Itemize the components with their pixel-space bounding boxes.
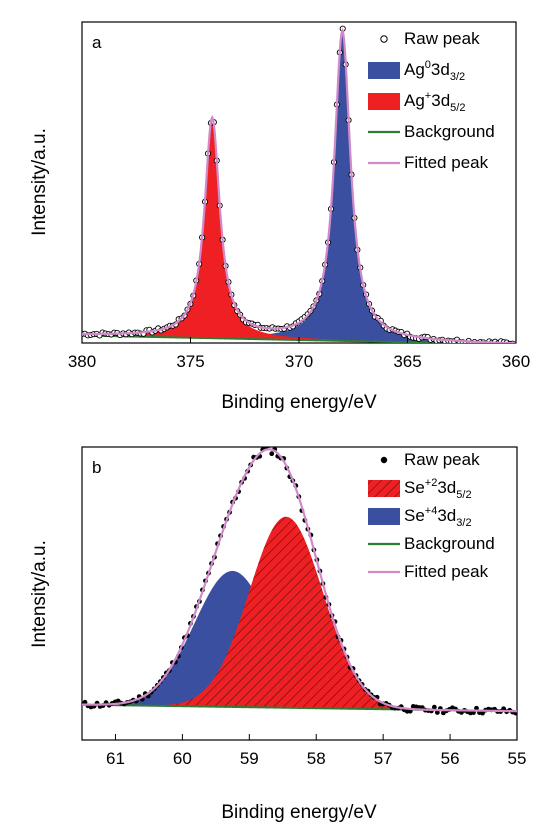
- legend-symbol: [380, 456, 388, 464]
- x-tick-label: 57: [374, 749, 393, 768]
- legend-entry: Se+43d3/2: [368, 505, 472, 529]
- x-tick-label: 56: [441, 749, 460, 768]
- x-tick-label: 61: [106, 749, 125, 768]
- plot-area-a: [82, 25, 516, 343]
- legend-entry: Background: [368, 534, 495, 553]
- plot-area-b: [82, 447, 517, 716]
- x-axis-b: 61 60 59 58 57 56 55: [106, 734, 526, 768]
- legend-label: Background: [404, 122, 495, 141]
- legend-label: Fitted peak: [404, 153, 489, 172]
- panel-b: 61 60 59 58 57 56 55 b Binding energy/eV Inten…: [29, 446, 526, 823]
- peak-area-b-1: [82, 516, 517, 712]
- raw-point: [266, 447, 271, 448]
- legend-label: Background: [404, 534, 495, 553]
- legend-label: Se+43d3/2: [404, 505, 472, 529]
- legend-entry: Ag03d3/2: [368, 59, 465, 83]
- y-axis-label-a: Intensity/a.u.: [29, 128, 50, 236]
- x-tick-label: 60: [173, 749, 192, 768]
- legend-label: Fitted peak: [404, 562, 489, 581]
- legend-swatch: [368, 62, 400, 79]
- legend-symbol: [380, 35, 388, 43]
- x-tick-label: 370: [285, 352, 313, 371]
- y-axis-label-b: Intensity/a.u.: [29, 540, 50, 648]
- x-tick-label: 59: [240, 749, 259, 768]
- panel-a: 380 375 370 365 360 a Binding energy/eV Inte…: [29, 21, 530, 413]
- panel-label-b: b: [92, 458, 101, 477]
- raw-point: [434, 710, 440, 715]
- x-axis-a: 380 375 370 365 360: [68, 337, 530, 371]
- raw-point: [82, 699, 88, 705]
- raw-point: [509, 340, 516, 343]
- legend-b: Raw peak Se+23d5/2 Se+43d3/2 Background Fitt…: [368, 450, 495, 581]
- panel-label-a: a: [92, 33, 102, 52]
- legend-entry: Background: [368, 122, 495, 141]
- legend-swatch: [368, 508, 400, 525]
- x-tick-label: 55: [508, 749, 527, 768]
- legend-entry: Raw peak: [380, 29, 480, 48]
- x-tick-label: 58: [307, 749, 326, 768]
- legend-label: Raw peak: [404, 29, 480, 48]
- raw-point: [269, 451, 275, 457]
- peak-area-b-0: [82, 570, 517, 712]
- raw-point: [431, 704, 437, 710]
- x-axis-label-b: Binding energy/eV: [221, 802, 377, 823]
- legend-swatch: [368, 93, 400, 110]
- x-tick-label: 365: [393, 352, 421, 371]
- legend-label: Raw peak: [404, 450, 480, 469]
- plot-frame-b: [81, 446, 518, 741]
- legend-entry: Ag+3d5/2: [368, 90, 465, 114]
- x-tick-label: 380: [68, 352, 96, 371]
- legend-entry: Fitted peak: [368, 562, 489, 581]
- legend-entry: Se+23d5/2: [368, 477, 472, 501]
- fitted-line-b: [82, 448, 517, 713]
- legend-label: Se+23d5/2: [404, 477, 472, 501]
- legend-a: Raw peak Ag03d3/2 Ag+3d5/2 Background Fitted…: [368, 29, 495, 172]
- x-axis-label-a: Binding energy/eV: [221, 392, 377, 413]
- legend-swatch: [368, 480, 400, 497]
- x-tick-label: 360: [502, 352, 530, 371]
- legend-entry: Raw peak: [380, 450, 480, 469]
- legend-label: Ag+3d5/2: [404, 90, 465, 114]
- legend-label: Ag03d3/2: [404, 59, 465, 83]
- x-tick-label: 375: [176, 352, 204, 371]
- fitted-line-a: [82, 27, 516, 343]
- legend-entry: Fitted peak: [368, 153, 489, 172]
- raw-point: [480, 710, 485, 716]
